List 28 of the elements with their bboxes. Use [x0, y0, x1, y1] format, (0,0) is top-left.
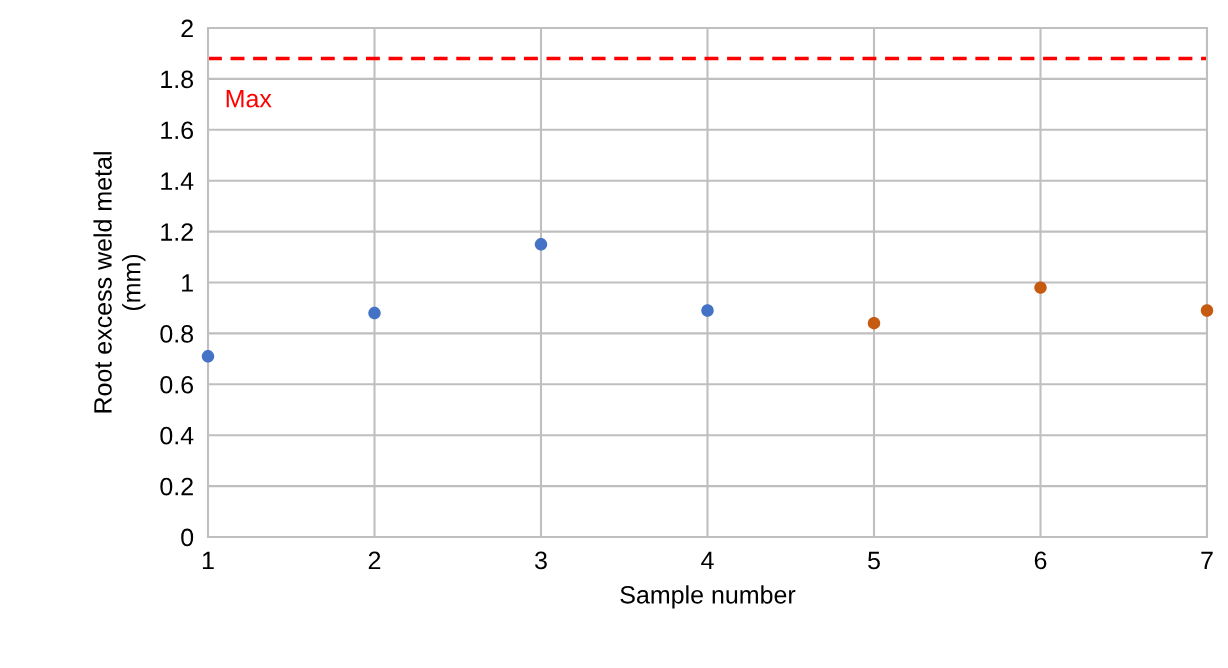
- y-tick-label: 1.4: [161, 172, 194, 190]
- y-tick-label: 0.4: [160, 426, 194, 445]
- y-tick-label: 0: [181, 528, 194, 547]
- y-tick-label: 1.6: [161, 121, 194, 140]
- point: [1034, 281, 1047, 294]
- y-tick-label: 1.8: [161, 70, 194, 89]
- x-tick-label: 4: [701, 551, 714, 570]
- point: [201, 350, 215, 363]
- y-tick-label: 0.8: [160, 325, 194, 343]
- x-tick-label: 7: [1201, 551, 1213, 570]
- y-tick-label: 0.2: [160, 477, 193, 496]
- point: [867, 317, 881, 330]
- y-tick-label: 1: [182, 274, 193, 292]
- x-tick-label: 3: [535, 551, 547, 570]
- point: [534, 238, 548, 251]
- y-tick-label: 0.6: [160, 375, 194, 394]
- ref-line-label: Max: [226, 90, 272, 108]
- point: [368, 306, 381, 320]
- y-tick-label: 2: [181, 19, 193, 38]
- point: [1200, 304, 1214, 317]
- x-tick-label: 1: [202, 551, 214, 570]
- x-tick-label: 5: [868, 551, 880, 570]
- x-axis-title: Sample number: [620, 585, 796, 609]
- y-axis-title: Root excess weld metal (mm): [93, 152, 146, 413]
- x-tick-label: 6: [1034, 551, 1047, 570]
- y-tick-label: 1.2: [161, 223, 193, 241]
- point: [701, 304, 714, 317]
- x-tick-label: 2: [368, 551, 381, 570]
